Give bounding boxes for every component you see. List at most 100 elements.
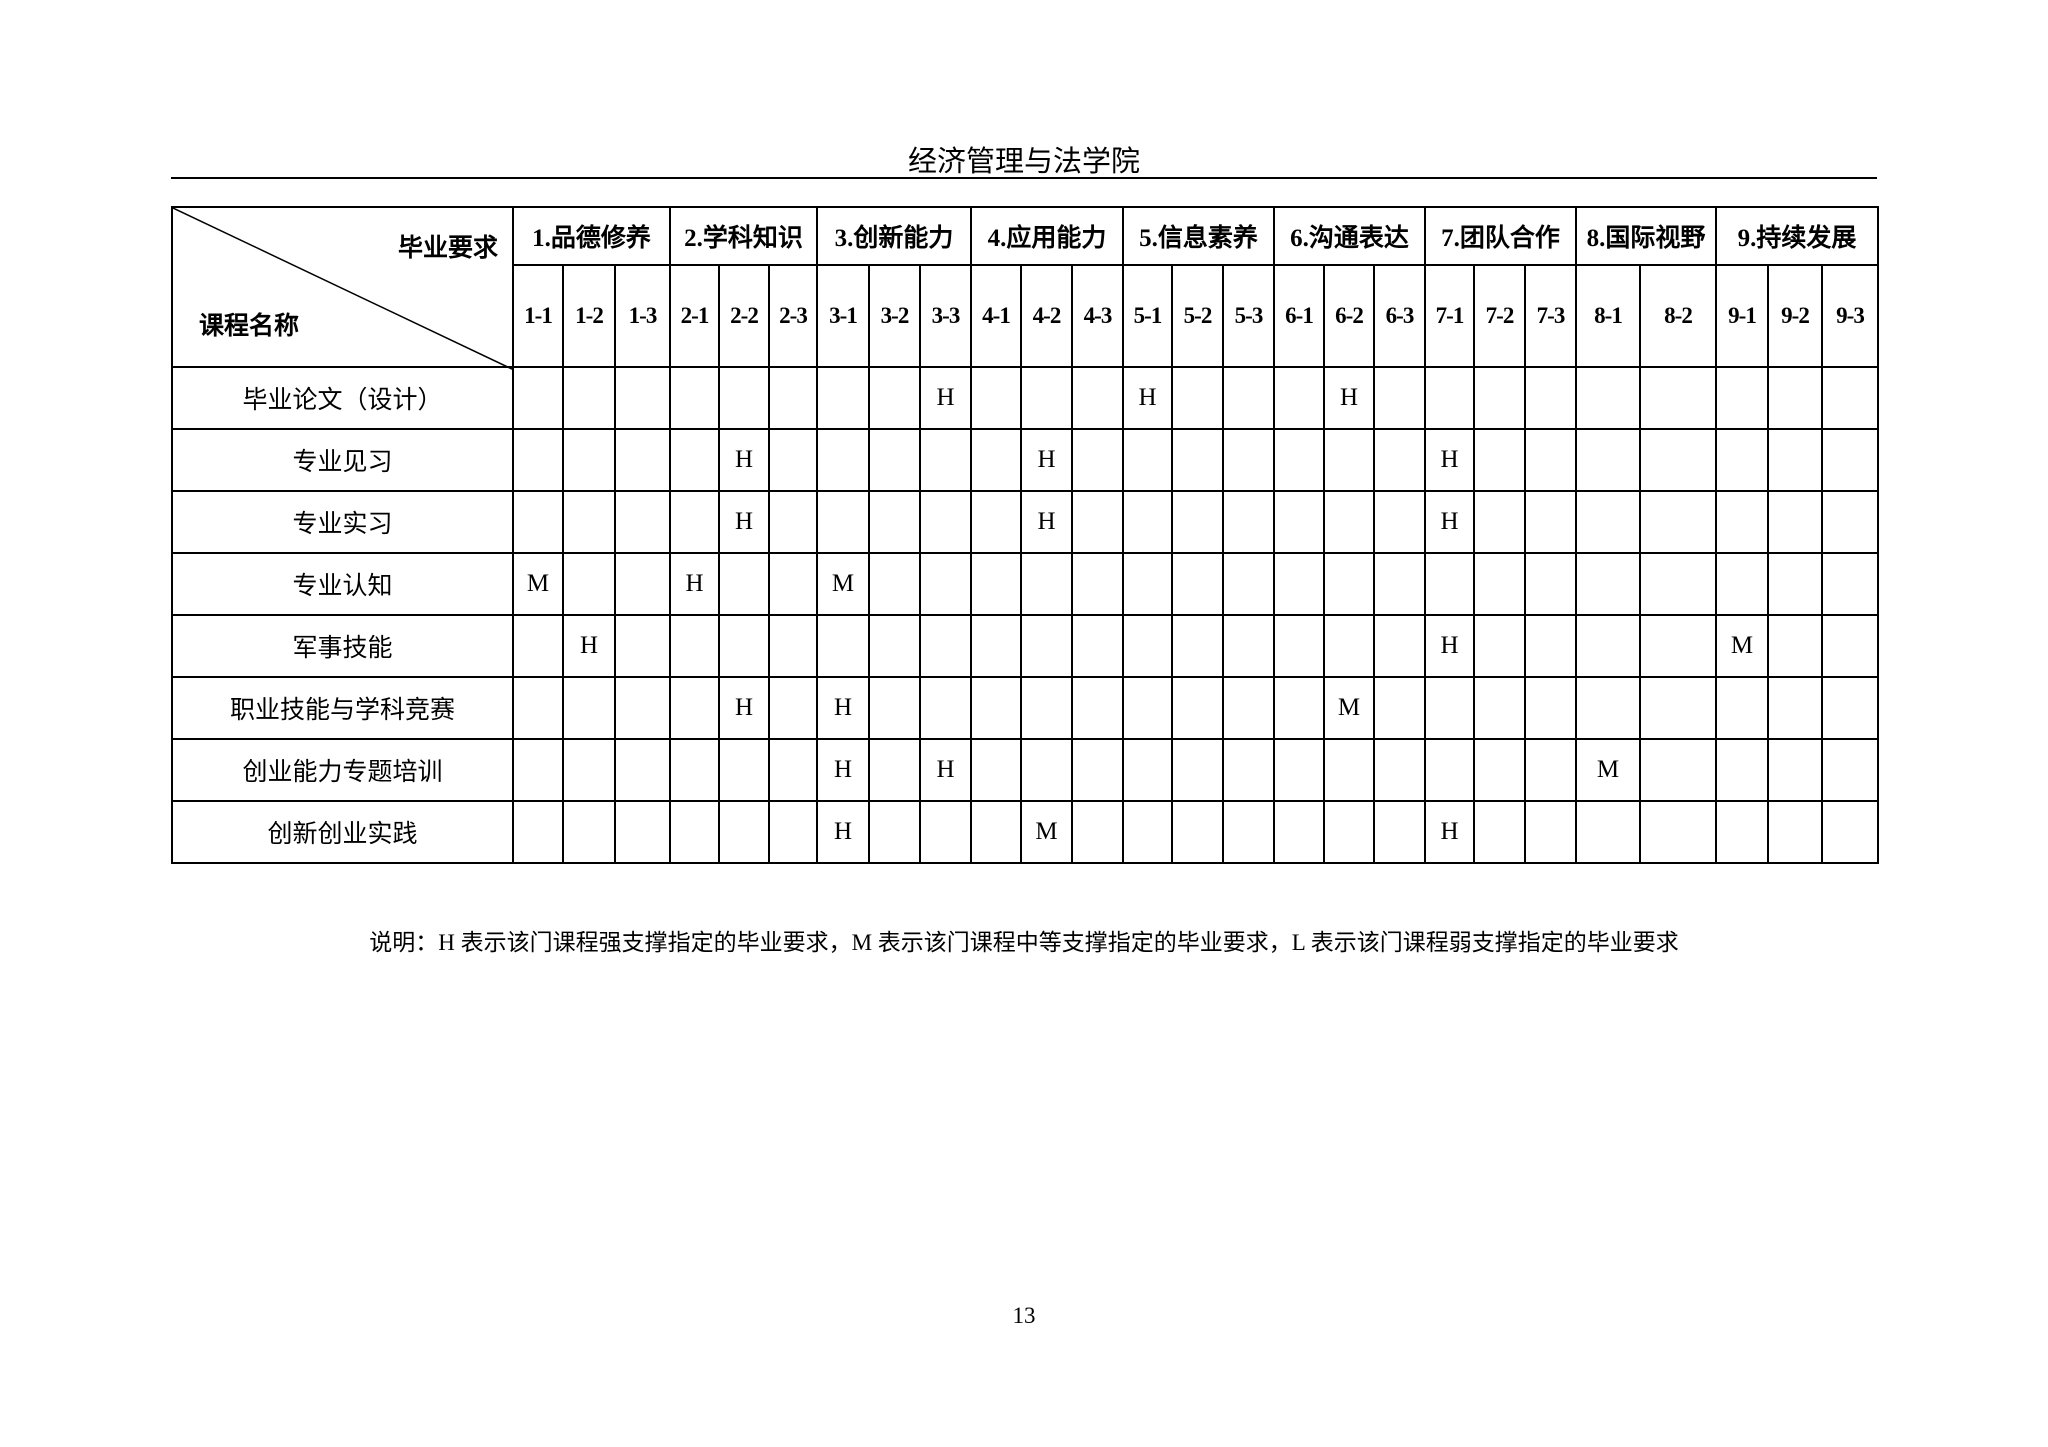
- support-level-cell: [512, 490, 564, 554]
- support-level-cell: [1424, 366, 1475, 430]
- support-level-cell: [1373, 428, 1426, 492]
- support-level-cell: [970, 366, 1022, 430]
- sub-requirement-header: 2-2: [718, 264, 770, 368]
- support-level-cell: [768, 676, 818, 740]
- support-level-cell: [1273, 552, 1325, 616]
- support-level-cell: [970, 552, 1022, 616]
- sub-requirement-header: 4-1: [970, 264, 1022, 368]
- support-level-cell: [1273, 614, 1325, 678]
- support-level-cell: [868, 490, 921, 554]
- support-level-cell: [1767, 552, 1823, 616]
- sub-requirement-header: 9-3: [1821, 264, 1879, 368]
- support-level-cell: [1222, 490, 1275, 554]
- support-level-cell: [970, 428, 1022, 492]
- support-level-cell: [1273, 428, 1325, 492]
- support-level-cell: [768, 738, 818, 802]
- sub-requirement-header: 5-1: [1122, 264, 1173, 368]
- support-level-cell: [768, 552, 818, 616]
- table-row: 创业能力专题培训 H H M: [171, 738, 1879, 802]
- support-level-cell: [1767, 428, 1823, 492]
- course-name-cell: 军事技能: [171, 614, 514, 678]
- support-level-cell: [512, 614, 564, 678]
- sub-requirement-header: 6-3: [1373, 264, 1426, 368]
- support-level-cell: [868, 676, 921, 740]
- table-row: 职业技能与学科竞赛 H H M: [171, 676, 1879, 740]
- sub-requirement-header: 8-2: [1639, 264, 1717, 368]
- support-level-cell: [1524, 490, 1577, 554]
- support-level-cell: [1171, 738, 1224, 802]
- support-level-cell: [1639, 738, 1717, 802]
- support-level-cell: [1715, 552, 1769, 616]
- legend-note: 说明：H 表示该门课程强支撑指定的毕业要求，M 表示该门课程中等支撑指定的毕业要…: [369, 930, 1679, 955]
- course-name-cell: 创新创业实践: [171, 800, 514, 864]
- sub-requirement-header: 1-3: [614, 264, 671, 368]
- support-level-cell: [1071, 614, 1124, 678]
- support-level-cell: [1639, 552, 1717, 616]
- course-header-label: 课程名称: [199, 313, 300, 340]
- support-level-cell: M: [1323, 676, 1375, 740]
- support-level-cell: [868, 552, 921, 616]
- support-level-cell: [1767, 490, 1823, 554]
- support-level-cell: H: [919, 366, 972, 430]
- support-level-cell: [1639, 366, 1717, 430]
- support-level-cell: [614, 366, 671, 430]
- table-row: 创新创业实践 H M H: [171, 800, 1879, 864]
- support-level-cell: H: [1122, 366, 1173, 430]
- support-level-cell: [669, 490, 720, 554]
- support-level-cell: [512, 738, 564, 802]
- support-level-cell: [512, 428, 564, 492]
- support-level-cell: [970, 614, 1022, 678]
- support-level-cell: [1715, 428, 1769, 492]
- support-level-cell: [1524, 738, 1577, 802]
- sub-requirement-header: 8-1: [1575, 264, 1641, 368]
- support-level-cell: [1575, 428, 1641, 492]
- support-level-cell: [1639, 676, 1717, 740]
- support-level-cell: [1373, 738, 1426, 802]
- sub-requirement-header: 9-1: [1715, 264, 1769, 368]
- support-level-cell: [970, 738, 1022, 802]
- course-requirement-matrix: 毕业要求 课程名称 1.品德修养 2.学科知识 3.创新能力 4.应用能力 5.信息素养…: [171, 206, 1879, 864]
- support-level-cell: [1715, 738, 1769, 802]
- support-level-cell: [868, 738, 921, 802]
- sub-requirement-header: 7-1: [1424, 264, 1475, 368]
- support-level-cell: [868, 800, 921, 864]
- support-level-cell: [868, 366, 921, 430]
- support-level-cell: [614, 676, 671, 740]
- support-level-cell: [669, 428, 720, 492]
- support-level-cell: [1821, 366, 1879, 430]
- course-name-cell: 创业能力专题培训: [171, 738, 514, 802]
- support-level-cell: [1222, 366, 1275, 430]
- sub-requirement-header: 1-2: [562, 264, 616, 368]
- support-level-cell: [1821, 490, 1879, 554]
- requirement-group-header: 7.团队合作: [1424, 206, 1577, 266]
- support-level-cell: H: [718, 428, 770, 492]
- support-level-cell: [1575, 676, 1641, 740]
- requirement-group-header: 5.信息素养: [1122, 206, 1275, 266]
- support-level-cell: [1767, 676, 1823, 740]
- support-level-cell: H: [562, 614, 616, 678]
- support-level-cell: [1373, 614, 1426, 678]
- support-level-cell: [1122, 490, 1173, 554]
- support-level-cell: [1171, 366, 1224, 430]
- support-level-cell: [562, 428, 616, 492]
- support-level-cell: [614, 428, 671, 492]
- support-level-cell: [1524, 676, 1577, 740]
- support-level-cell: [1071, 490, 1124, 554]
- support-level-cell: M: [512, 552, 564, 616]
- support-level-cell: [1222, 738, 1275, 802]
- support-level-cell: [1473, 800, 1526, 864]
- support-level-cell: [1473, 366, 1526, 430]
- support-level-cell: [512, 676, 564, 740]
- support-level-cell: [562, 676, 616, 740]
- support-level-cell: [1575, 552, 1641, 616]
- sub-requirement-header: 2-3: [768, 264, 818, 368]
- support-level-cell: [512, 800, 564, 864]
- support-level-cell: [919, 490, 972, 554]
- sub-requirement-header: 1-1: [512, 264, 564, 368]
- sub-requirement-header: 4-2: [1020, 264, 1073, 368]
- support-level-cell: [1473, 676, 1526, 740]
- support-level-cell: H: [816, 676, 870, 740]
- support-level-cell: [1575, 614, 1641, 678]
- sub-requirement-header: 6-2: [1323, 264, 1375, 368]
- course-name-cell: 毕业论文（设计）: [171, 366, 514, 430]
